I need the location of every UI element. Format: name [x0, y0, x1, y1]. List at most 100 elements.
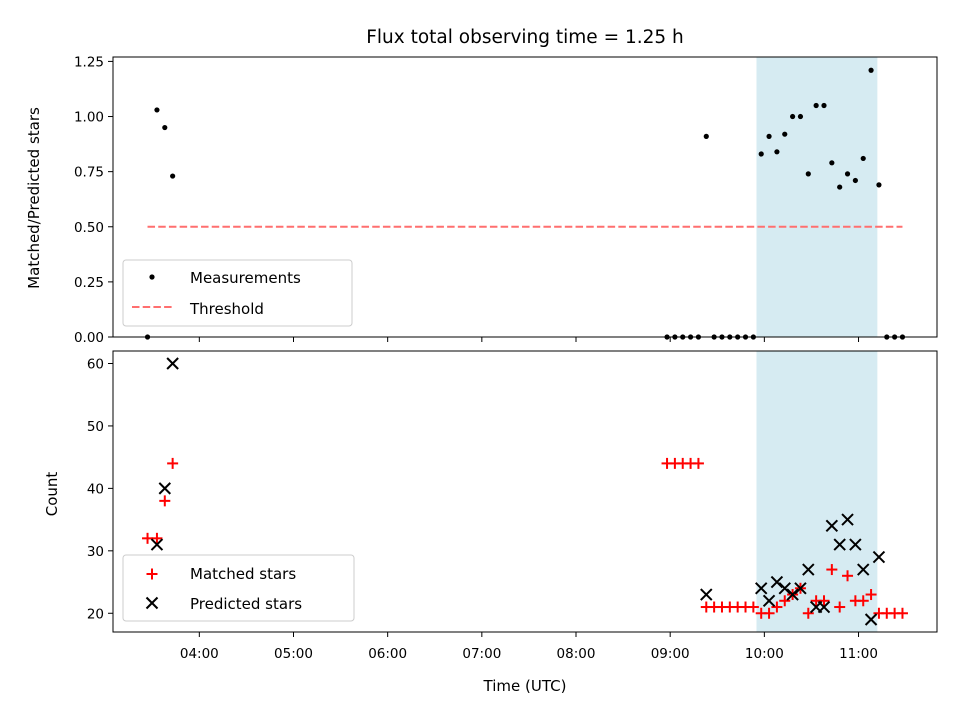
measurement-point [170, 173, 176, 179]
bottom-legend-box [122, 554, 355, 622]
bottom-y-tick-label: 50 [87, 419, 104, 435]
measurement-point [774, 149, 780, 155]
measurement-point [852, 177, 858, 184]
top-y-tick-label: 0.00 [74, 330, 104, 346]
legend-predicted-label: Predicted stars [190, 595, 302, 613]
predicted-star-point [166, 357, 179, 370]
top-y-axis-label: Matched/Predicted stars [25, 107, 43, 289]
matched-star-point [865, 589, 877, 601]
top-panel: 0.00 0.25 0.50 0.75 1.00 1.25 Matched/Predict… [25, 54, 938, 346]
highlight-span-top [756, 57, 878, 337]
measurement-point [805, 171, 811, 177]
bottom-x-tick-label: 07:00 [462, 646, 501, 662]
bottom-x-axis-label: Time (UTC) [483, 677, 567, 695]
bottom-x-tick-label: 11:00 [839, 646, 878, 662]
measurement-point [876, 182, 882, 188]
matched-star-point [692, 457, 704, 469]
predicted-star-point [841, 513, 854, 526]
predicted-star-point [158, 482, 172, 495]
matched-star-point [159, 495, 171, 507]
predicted-star-point [802, 563, 815, 576]
predicted-star-point [817, 600, 831, 614]
measurement-point [860, 155, 866, 162]
measurement-point [844, 171, 851, 177]
predicted-star-point [762, 594, 776, 607]
predicted-star-point [857, 563, 870, 576]
top-plot-frame [112, 56, 938, 338]
measurement-point [766, 133, 772, 139]
matched-star-points [142, 457, 908, 619]
matched-star-point [142, 532, 154, 544]
predicted-star-points [150, 357, 886, 626]
measurement-point [758, 151, 764, 157]
legend-measurements-marker [149, 274, 155, 280]
bottom-x-ticks: 04:00 05:00 06:00 07:00 08:00 09:00 10:00 11:00 [180, 632, 878, 662]
matched-star-point [826, 564, 838, 576]
bottom-x-tick-label: 08:00 [557, 646, 596, 662]
measurement-point [837, 184, 843, 190]
predicted-star-point [778, 582, 791, 595]
bottom-y-tick-label: 40 [87, 481, 104, 497]
bottom-y-tick-label: 30 [87, 544, 104, 560]
top-y-ticks: 0.00 0.25 0.50 0.75 1.00 1.25 [74, 54, 113, 346]
bottom-x-tick-label: 09:00 [651, 646, 690, 662]
predicted-star-point [794, 582, 807, 595]
bottom-plot-frame [112, 350, 938, 633]
bottom-y-ticks: 20 30 40 50 60 [87, 356, 113, 622]
bottom-y-tick-label: 20 [87, 606, 104, 622]
measurement-point [797, 113, 804, 120]
legend-threshold-label: Threshold [189, 300, 264, 318]
top-x-ticks [198, 337, 860, 342]
matched-star-point [834, 601, 846, 613]
top-legend-box [122, 259, 353, 327]
bottom-x-tick-label: 05:00 [274, 646, 313, 662]
matched-star-point [771, 601, 783, 613]
predicted-star-point [872, 550, 886, 564]
matched-star-point [779, 595, 791, 607]
matched-star-point [167, 457, 179, 469]
predicted-star-point [833, 538, 846, 551]
bottom-x-tick-label: 10:00 [745, 646, 784, 662]
matched-star-point [857, 595, 869, 607]
predicted-star-point [150, 538, 164, 551]
matched-star-point [151, 532, 163, 544]
predicted-star-point [786, 588, 799, 601]
matched-star-point [747, 601, 759, 613]
matched-star-point [842, 570, 854, 582]
measurement-point [162, 124, 168, 131]
bottom-y-tick-label: 60 [87, 356, 104, 372]
legend-predicted-marker [145, 596, 159, 610]
matched-star-point [763, 607, 775, 619]
predicted-star-point [755, 582, 768, 595]
bottom-x-tick-label: 06:00 [368, 646, 407, 662]
matched-star-point [818, 595, 830, 607]
top-y-tick-label: 0.50 [74, 220, 104, 236]
top-y-tick-label: 1.00 [74, 110, 104, 126]
measurement-point [782, 131, 788, 137]
bottom-panel: 20 30 40 50 60 04:00 05:00 06:00 07:00 08:00 09:0… [43, 350, 938, 695]
matched-star-point [896, 607, 908, 619]
bottom-y-axis-label: Count [43, 472, 61, 517]
legend-matched-label: Matched stars [190, 565, 296, 583]
measurement-point [868, 67, 874, 73]
bottom-legend: Matched stars Predicted stars [122, 554, 355, 622]
predicted-star-point [864, 613, 878, 626]
top-y-tick-label: 0.75 [74, 165, 104, 181]
legend-matched-marker [146, 568, 158, 580]
predicted-star-point [770, 575, 784, 589]
predicted-star-point [825, 519, 839, 533]
measurement-point [821, 102, 827, 109]
top-y-tick-label: 1.25 [74, 54, 104, 70]
predicted-star-point [849, 538, 862, 551]
bottom-x-tick-label: 04:00 [180, 646, 219, 662]
measurement-point [790, 113, 796, 120]
top-legend: Measurements Threshold [122, 259, 353, 327]
measurement-point [829, 160, 835, 166]
legend-measurements-label: Measurements [190, 269, 301, 287]
measurement-point [813, 102, 819, 109]
highlight-span-bottom [756, 351, 878, 632]
top-y-tick-label: 0.25 [74, 275, 104, 291]
chart-title: Flux total observing time = 1.25 h [366, 27, 684, 48]
matched-star-point [802, 607, 814, 619]
